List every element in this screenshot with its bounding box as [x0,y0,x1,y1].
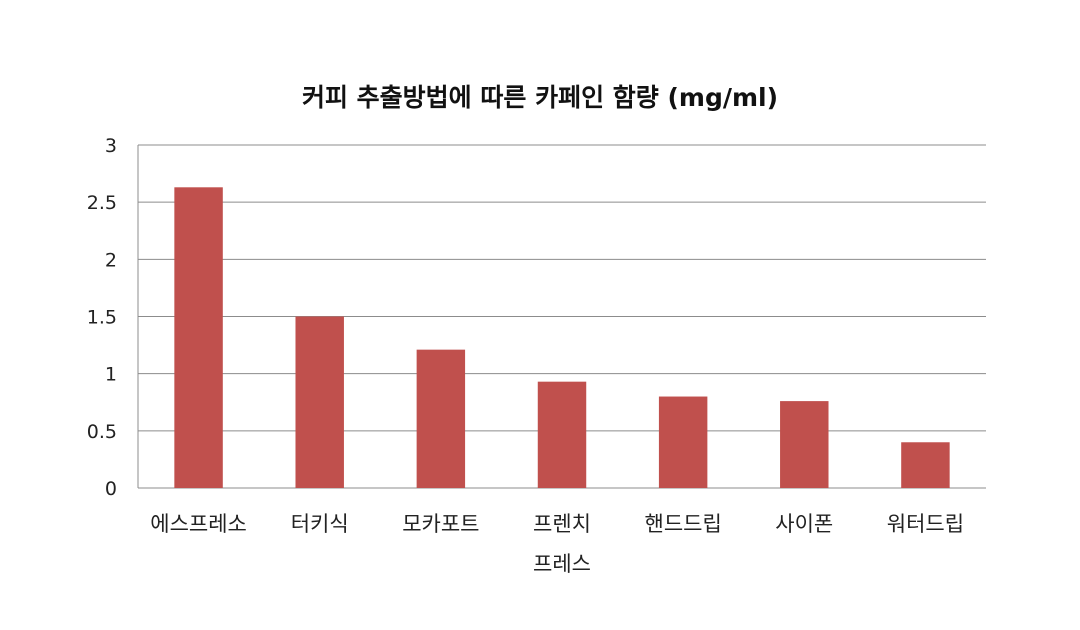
y-tick-label: 0.5 [87,421,117,443]
x-category-label: 에스프레소 [150,512,247,536]
y-tick-label: 1 [105,364,117,386]
bars [174,187,950,488]
y-axis-ticks: 0 0.5 1 1.5 2 2.5 3 [87,135,117,500]
y-tick-label: 2 [105,249,117,271]
x-category-label: 터키식 [291,512,349,536]
x-axis-categories: 에스프레소 터키식 모카포트 프렌치 프레스 핸드드립 사이폰 워터드립 [150,512,964,576]
y-tick-label: 0 [105,478,117,500]
bar [780,401,829,488]
gridlines [137,144,986,489]
y-tick-label: 2.5 [87,192,117,214]
y-tick-label: 1.5 [87,307,117,329]
y-tick-label: 3 [105,135,117,157]
bar [537,381,587,488]
x-category-label: 워터드립 [887,512,964,536]
x-category-label: 사이폰 [775,512,833,536]
bar [901,442,950,488]
chart-title: 커피 추출방법에 따른 카페인 함량 (mg/ml) [302,83,778,112]
bar [295,316,344,488]
bar [416,349,466,488]
x-category-label: 핸드드립 [645,512,722,536]
bar [174,187,223,488]
x-category-label: 모카포트 [402,512,479,536]
bar [658,396,708,488]
x-category-label: 프렌치 프레스 [533,512,591,576]
